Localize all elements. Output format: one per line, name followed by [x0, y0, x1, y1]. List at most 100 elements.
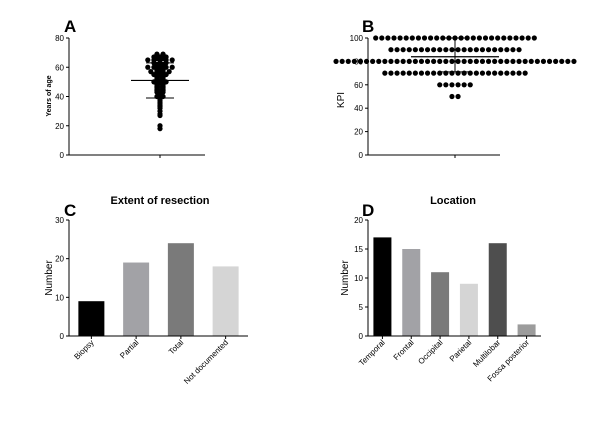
- panel-c-letter: C: [64, 201, 76, 220]
- panel-b-point: [363, 58, 370, 64]
- panel-b-point: [495, 35, 501, 41]
- panel-b-point: [394, 58, 400, 64]
- panel-b-point: [388, 47, 394, 53]
- panel-b-point: [412, 58, 418, 64]
- panel-b-point: [504, 70, 510, 76]
- panel-b-point: [528, 58, 534, 64]
- panel-b-point: [504, 58, 510, 64]
- panel-a-point: [145, 57, 151, 63]
- panel-b-point: [534, 58, 540, 64]
- panel-b-point: [565, 58, 571, 64]
- panel-b-point: [382, 58, 388, 64]
- panel-b-point: [492, 58, 498, 64]
- panel-b-y-tick-label: 20: [354, 128, 363, 137]
- panel-b-point: [449, 70, 455, 76]
- panel-c-bar-partial: [123, 262, 150, 336]
- panel-b-point: [507, 35, 513, 41]
- panel-b-point: [339, 58, 345, 64]
- panel-b-point: [513, 35, 519, 41]
- panel-b-point: [449, 93, 455, 100]
- panel-b-y-tick-label: 0: [359, 151, 364, 160]
- panel-d-bar-parietal: [459, 283, 478, 336]
- panel-b-point: [379, 35, 385, 41]
- panel-d-y-axis-label: Number: [340, 260, 351, 296]
- panel-b-point: [394, 70, 400, 76]
- panel-b-point: [403, 35, 409, 41]
- panel-b-point: [531, 35, 537, 41]
- panel-b-point: [461, 70, 467, 76]
- panel-b-point: [418, 70, 425, 76]
- panel-c-bar-total: [167, 243, 194, 336]
- panel-b-point: [467, 70, 473, 76]
- panel-b-point: [400, 47, 406, 53]
- panel-b-point: [546, 58, 553, 64]
- panel-b-point: [522, 58, 528, 64]
- panel-b-point: [418, 47, 425, 53]
- panel-b-point: [412, 47, 418, 53]
- panel-b-point: [409, 35, 415, 41]
- panel-b-point: [449, 58, 455, 64]
- panel-b-point: [437, 58, 443, 64]
- panel-b-point: [467, 58, 473, 64]
- panel-b-point: [443, 70, 449, 76]
- panel-b-point: [455, 70, 461, 76]
- panel-a-y-axis-label: Years of age: [46, 75, 53, 116]
- panel-b-point: [418, 58, 425, 64]
- panel-b-point: [388, 58, 394, 64]
- panel-b-point: [498, 70, 504, 76]
- panel-b-point: [333, 58, 339, 64]
- panel-b-point: [492, 70, 498, 76]
- panel-b-point: [415, 35, 421, 41]
- panel-b-point: [504, 47, 510, 53]
- panel-b-point: [412, 70, 418, 76]
- panel-b-point: [476, 35, 482, 41]
- panel-b-point: [455, 47, 461, 53]
- panel-b-point: [467, 82, 473, 88]
- panel-b-point: [492, 47, 498, 53]
- panel-b-point: [428, 35, 434, 41]
- panel-b-point: [540, 58, 547, 64]
- panel-b-point: [489, 35, 495, 41]
- panel-b-point: [510, 58, 516, 64]
- panel-b-point: [485, 58, 492, 64]
- panel-b-y-tick-label: 60: [354, 81, 363, 90]
- panel-c-y-tick-label: 30: [55, 216, 64, 225]
- panel-b-point: [424, 47, 431, 53]
- panel-a-point: [166, 69, 172, 75]
- panel-a-point: [169, 64, 175, 70]
- panel-b-point: [421, 35, 428, 41]
- panel-a-point: [157, 123, 163, 129]
- panel-b-y-tick-label: 100: [350, 34, 364, 43]
- panel-d-title: Location: [430, 195, 476, 207]
- panel-b-point: [519, 35, 525, 41]
- panel-b-point: [382, 70, 388, 76]
- panel-b-point: [482, 35, 489, 41]
- panel-b-point: [424, 70, 431, 76]
- panel-b-point: [385, 35, 391, 41]
- panel-c-y-axis-label: Number: [44, 260, 55, 296]
- panel-b-point: [479, 58, 486, 64]
- panel-b-point: [516, 47, 522, 53]
- panel-b-point: [510, 70, 516, 76]
- panel-b-point: [449, 82, 455, 88]
- panel-b-point: [434, 35, 440, 41]
- panel-b-point: [516, 58, 522, 64]
- panel-a-y-tick-label: 80: [55, 34, 64, 43]
- panel-b-point: [525, 35, 531, 41]
- panel-b-point: [443, 47, 449, 53]
- panel-b-point: [431, 70, 437, 76]
- panel-b-point: [455, 58, 461, 64]
- panel-b-point: [400, 58, 406, 64]
- panel-b-point: [357, 58, 364, 64]
- panel-d-y-tick-label: 5: [359, 303, 364, 312]
- panel-b-point: [400, 70, 406, 76]
- panel-b-point: [443, 82, 449, 88]
- panel-c-y-tick-label: 20: [55, 255, 64, 264]
- panel-b-point: [443, 58, 449, 64]
- panel-a-point: [160, 51, 166, 57]
- panel-b-letter: B: [362, 17, 374, 36]
- panel-c-title: Extent of resection: [110, 195, 209, 207]
- panel-b-point: [449, 47, 455, 53]
- panel-b-point: [406, 47, 412, 53]
